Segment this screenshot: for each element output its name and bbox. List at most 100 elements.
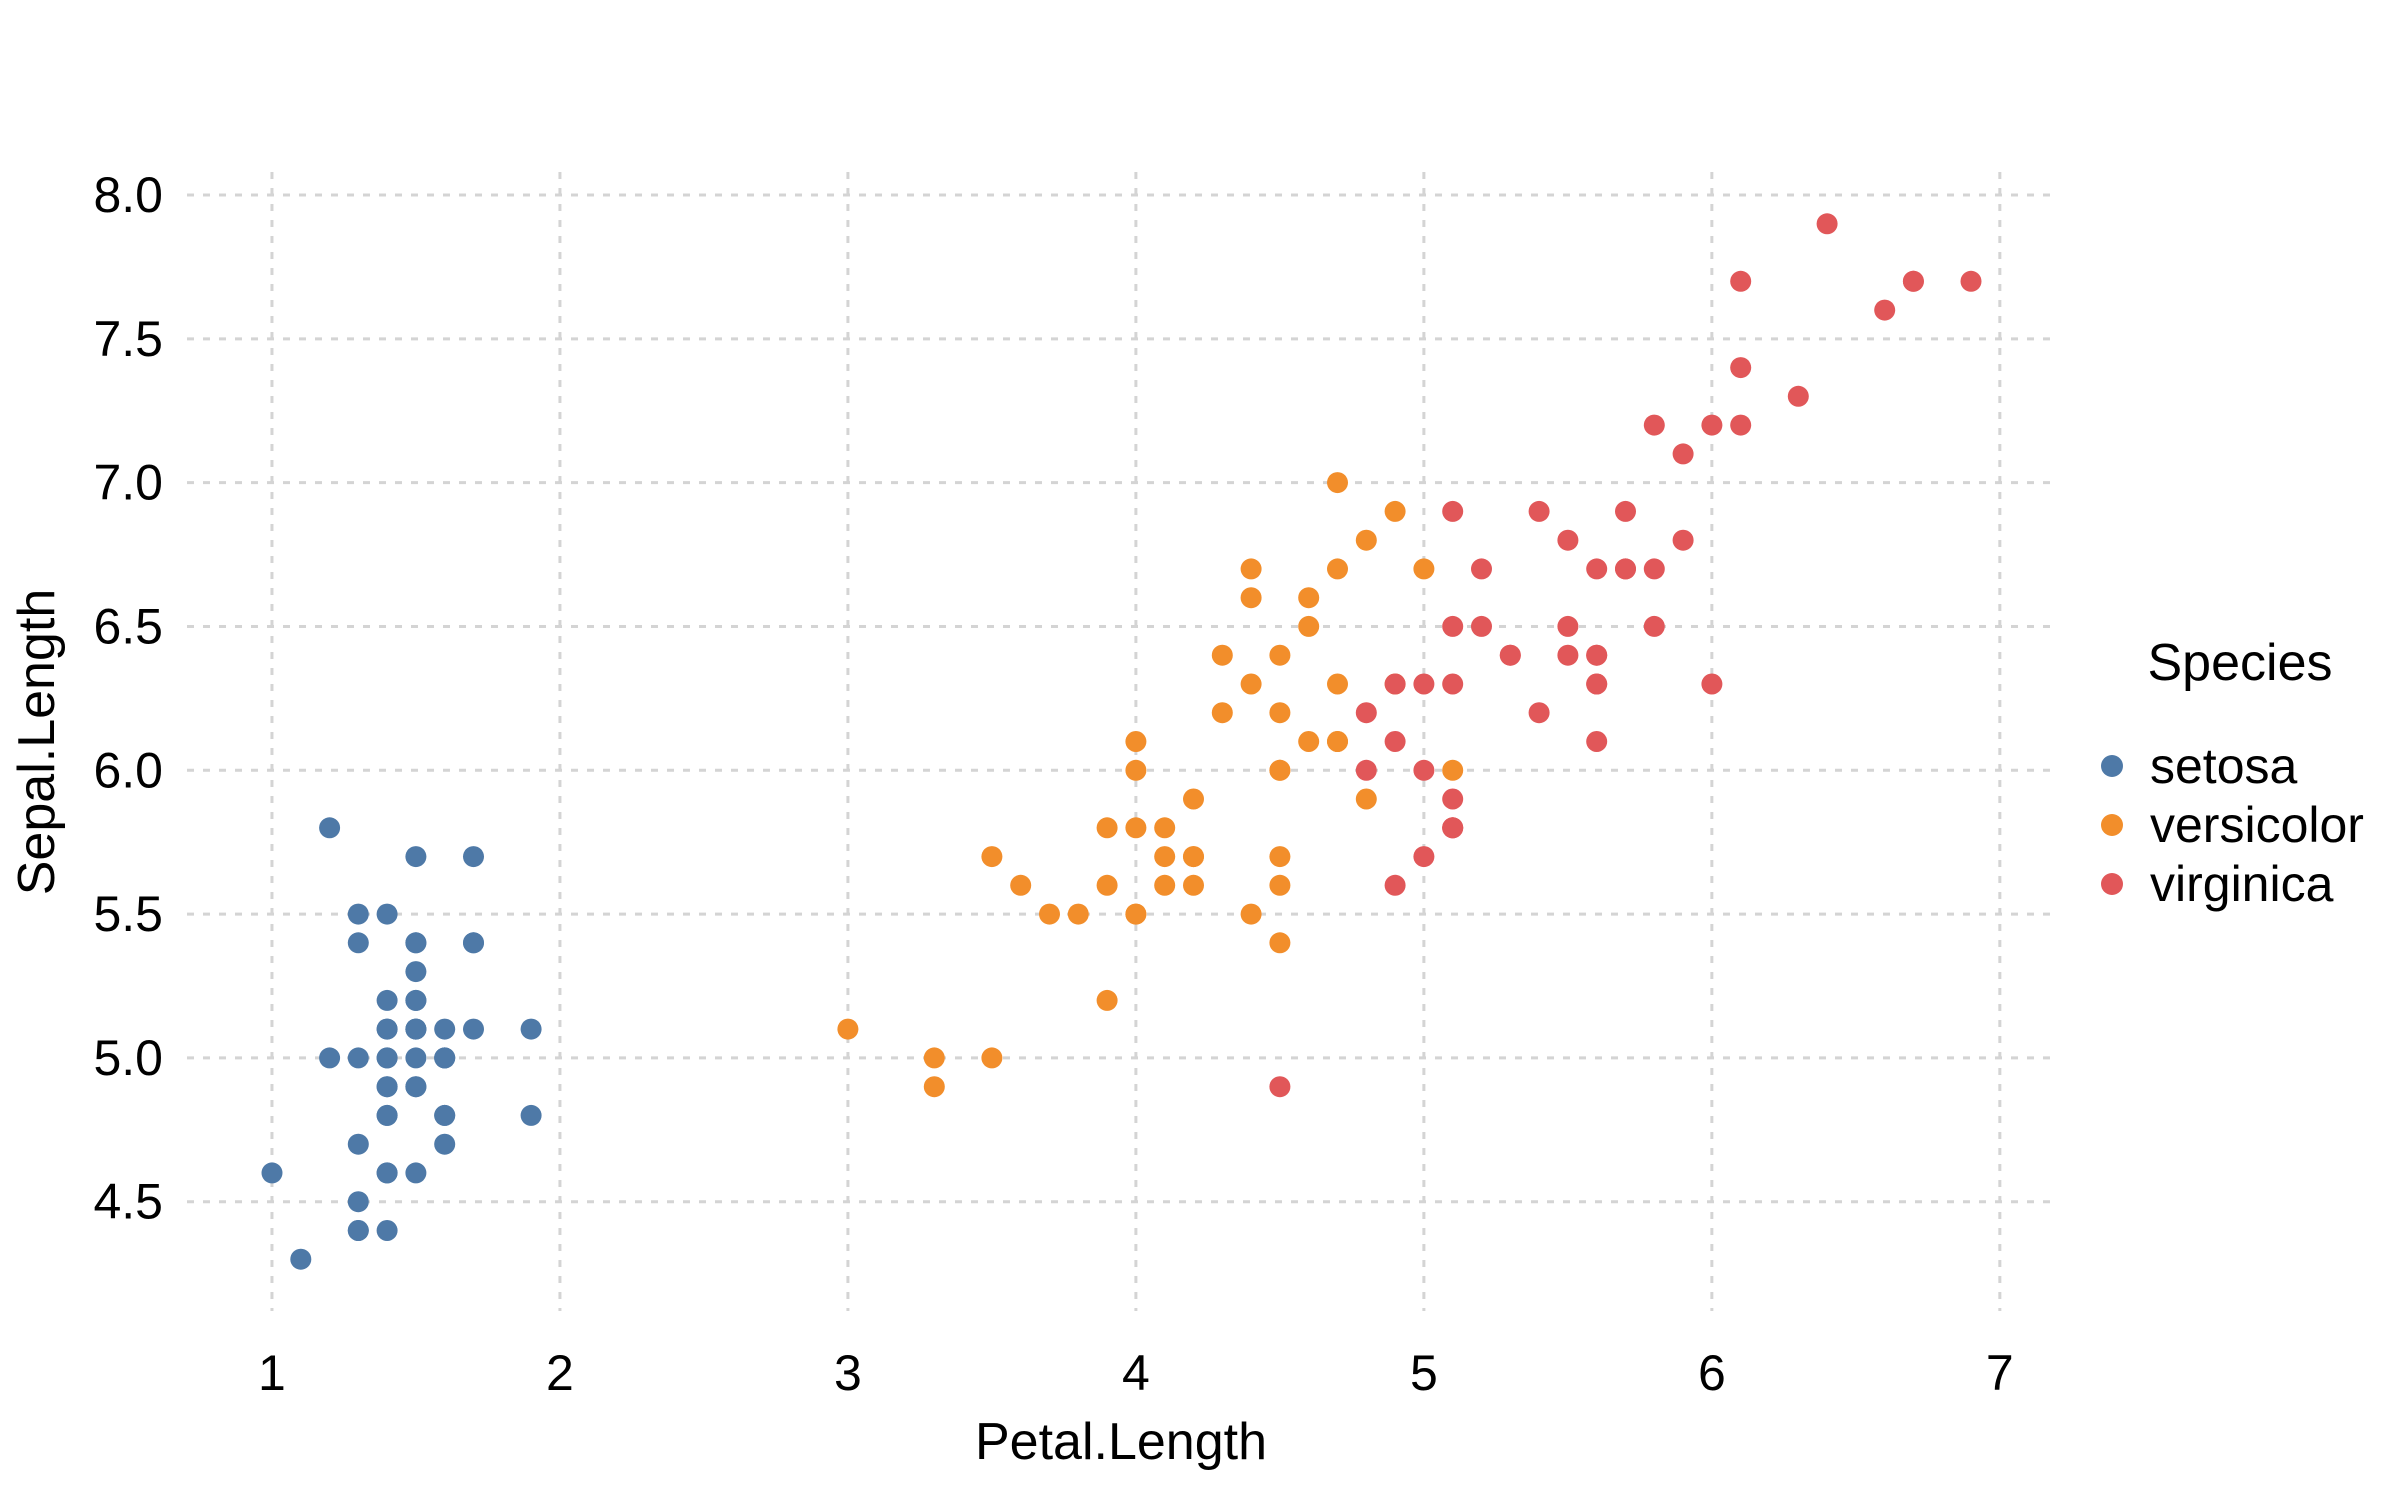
legend-label: setosa (2150, 737, 2298, 794)
legend-title: Species (2147, 634, 2333, 692)
data-point (1327, 472, 1348, 494)
data-point (1096, 989, 1118, 1011)
data-point (1701, 414, 1723, 436)
data-point (1442, 673, 1464, 695)
x-tick-label: 1 (258, 1345, 286, 1401)
legend-label: virginica (2150, 855, 2334, 912)
data-point (1442, 615, 1464, 637)
data-point (1586, 731, 1608, 752)
data-point (981, 846, 1003, 868)
data-point (1269, 702, 1291, 724)
data-point (1384, 673, 1406, 695)
data-point (1327, 673, 1348, 695)
data-point (347, 1133, 369, 1155)
data-point (1125, 817, 1147, 839)
x-tick-label: 7 (1986, 1345, 2014, 1401)
data-point (1586, 673, 1608, 695)
data-point (1384, 731, 1406, 752)
data-point (1902, 270, 1924, 292)
data-point (376, 1220, 398, 1241)
x-axis-title: Petal.Length (974, 1413, 1268, 1471)
y-tick-label: 7.0 (93, 455, 163, 511)
data-point (1960, 270, 1982, 292)
legend-item-virginica: virginica (2080, 854, 2400, 913)
data-points (261, 213, 1982, 1270)
data-point (1096, 874, 1118, 896)
legend-label: versicolor (2150, 796, 2364, 853)
data-point (1269, 1076, 1291, 1098)
data-point (1154, 817, 1176, 839)
data-point (463, 932, 484, 954)
data-point (1327, 731, 1348, 752)
data-point (1154, 874, 1176, 896)
data-point (1442, 500, 1464, 522)
data-point (347, 903, 369, 925)
data-point (1413, 558, 1435, 580)
data-point (376, 1162, 398, 1184)
data-point (1183, 874, 1204, 896)
data-point (837, 1018, 859, 1040)
data-point (376, 903, 398, 925)
data-point (1442, 759, 1464, 781)
data-point (405, 1076, 427, 1098)
data-point (1384, 874, 1406, 896)
data-point (1240, 558, 1262, 580)
gridlines (187, 172, 2056, 1311)
points-setosa (261, 817, 542, 1270)
data-point (1355, 702, 1377, 724)
data-point (405, 1018, 427, 1040)
data-point (1125, 731, 1147, 752)
data-point (376, 1047, 398, 1069)
data-point (1211, 702, 1233, 724)
data-point (1672, 529, 1694, 551)
data-point (434, 1047, 456, 1069)
data-point (434, 1104, 456, 1126)
data-point (1240, 587, 1262, 609)
data-point (1730, 357, 1752, 379)
data-point (1269, 644, 1291, 666)
x-tick-label: 2 (546, 1345, 574, 1401)
data-point (347, 1220, 369, 1241)
y-tick-label: 6.5 (93, 598, 163, 654)
y-tick-label: 6.0 (93, 742, 163, 798)
data-point (1413, 759, 1435, 781)
data-point (1874, 299, 1896, 321)
data-point (1557, 644, 1579, 666)
data-point (1471, 558, 1492, 580)
data-point (1355, 788, 1377, 810)
data-point (290, 1248, 312, 1270)
data-point (405, 932, 427, 954)
data-point (347, 1191, 369, 1213)
points-versicolor (837, 472, 1464, 1098)
data-point (347, 1047, 369, 1069)
data-point (1528, 500, 1550, 522)
data-point (347, 932, 369, 954)
data-point (1269, 846, 1291, 868)
data-point (1586, 558, 1608, 580)
legend: Species setosa versicolor virginica (2080, 632, 2400, 913)
legend-swatch-virginica (2101, 872, 2123, 895)
data-point (1615, 500, 1636, 522)
data-point (1269, 759, 1291, 781)
data-point (1471, 615, 1492, 637)
data-point (1499, 644, 1521, 666)
data-point (376, 1018, 398, 1040)
data-point (1355, 529, 1377, 551)
data-point (376, 1104, 398, 1126)
data-point (1442, 817, 1464, 839)
points-virginica (1269, 213, 1982, 1098)
data-point (434, 1133, 456, 1155)
data-point (1586, 644, 1608, 666)
data-point (405, 961, 427, 983)
data-point (1183, 846, 1204, 868)
y-axis-title: Sepal.Length (8, 588, 66, 896)
data-point (1183, 788, 1204, 810)
data-point (1672, 443, 1694, 465)
data-point (376, 1076, 398, 1098)
y-tick-label: 7.5 (93, 311, 163, 367)
data-point (434, 1018, 456, 1040)
legend-items: setosa versicolor virginica (2080, 736, 2400, 913)
data-point (1240, 673, 1262, 695)
data-point (1643, 558, 1665, 580)
